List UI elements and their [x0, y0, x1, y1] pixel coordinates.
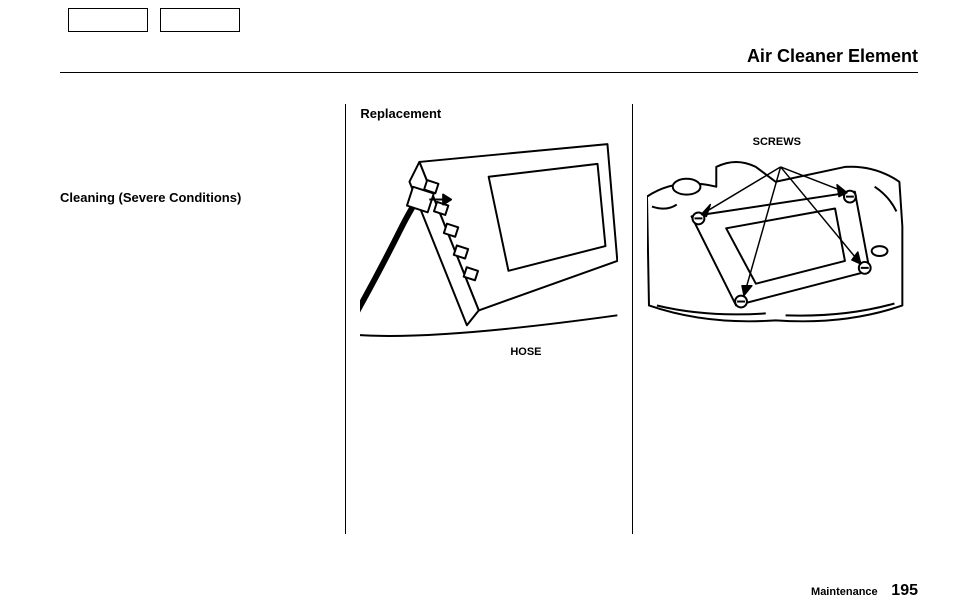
diagram-hose: HOSE	[360, 141, 617, 361]
footer-page-number: 195	[891, 582, 918, 599]
column-left: Cleaning (Severe Conditions)	[60, 98, 345, 554]
column-middle: Replacement	[346, 98, 631, 554]
top-nav-boxes	[68, 8, 240, 32]
hose-label: HOSE	[510, 346, 541, 358]
diagram-screws	[647, 146, 904, 366]
content-columns: Cleaning (Severe Conditions) Replacement	[60, 98, 918, 554]
header-rule	[60, 72, 918, 73]
page-footer: Maintenance 195	[811, 582, 918, 600]
footer-section: Maintenance	[811, 586, 878, 598]
nav-box-1[interactable]	[68, 8, 148, 32]
replacement-heading: Replacement	[360, 106, 617, 121]
page-title: Air Cleaner Element	[747, 46, 918, 67]
nav-box-2[interactable]	[160, 8, 240, 32]
column-right: SCREWS	[633, 98, 918, 554]
cleaning-heading: Cleaning (Severe Conditions)	[60, 190, 241, 205]
